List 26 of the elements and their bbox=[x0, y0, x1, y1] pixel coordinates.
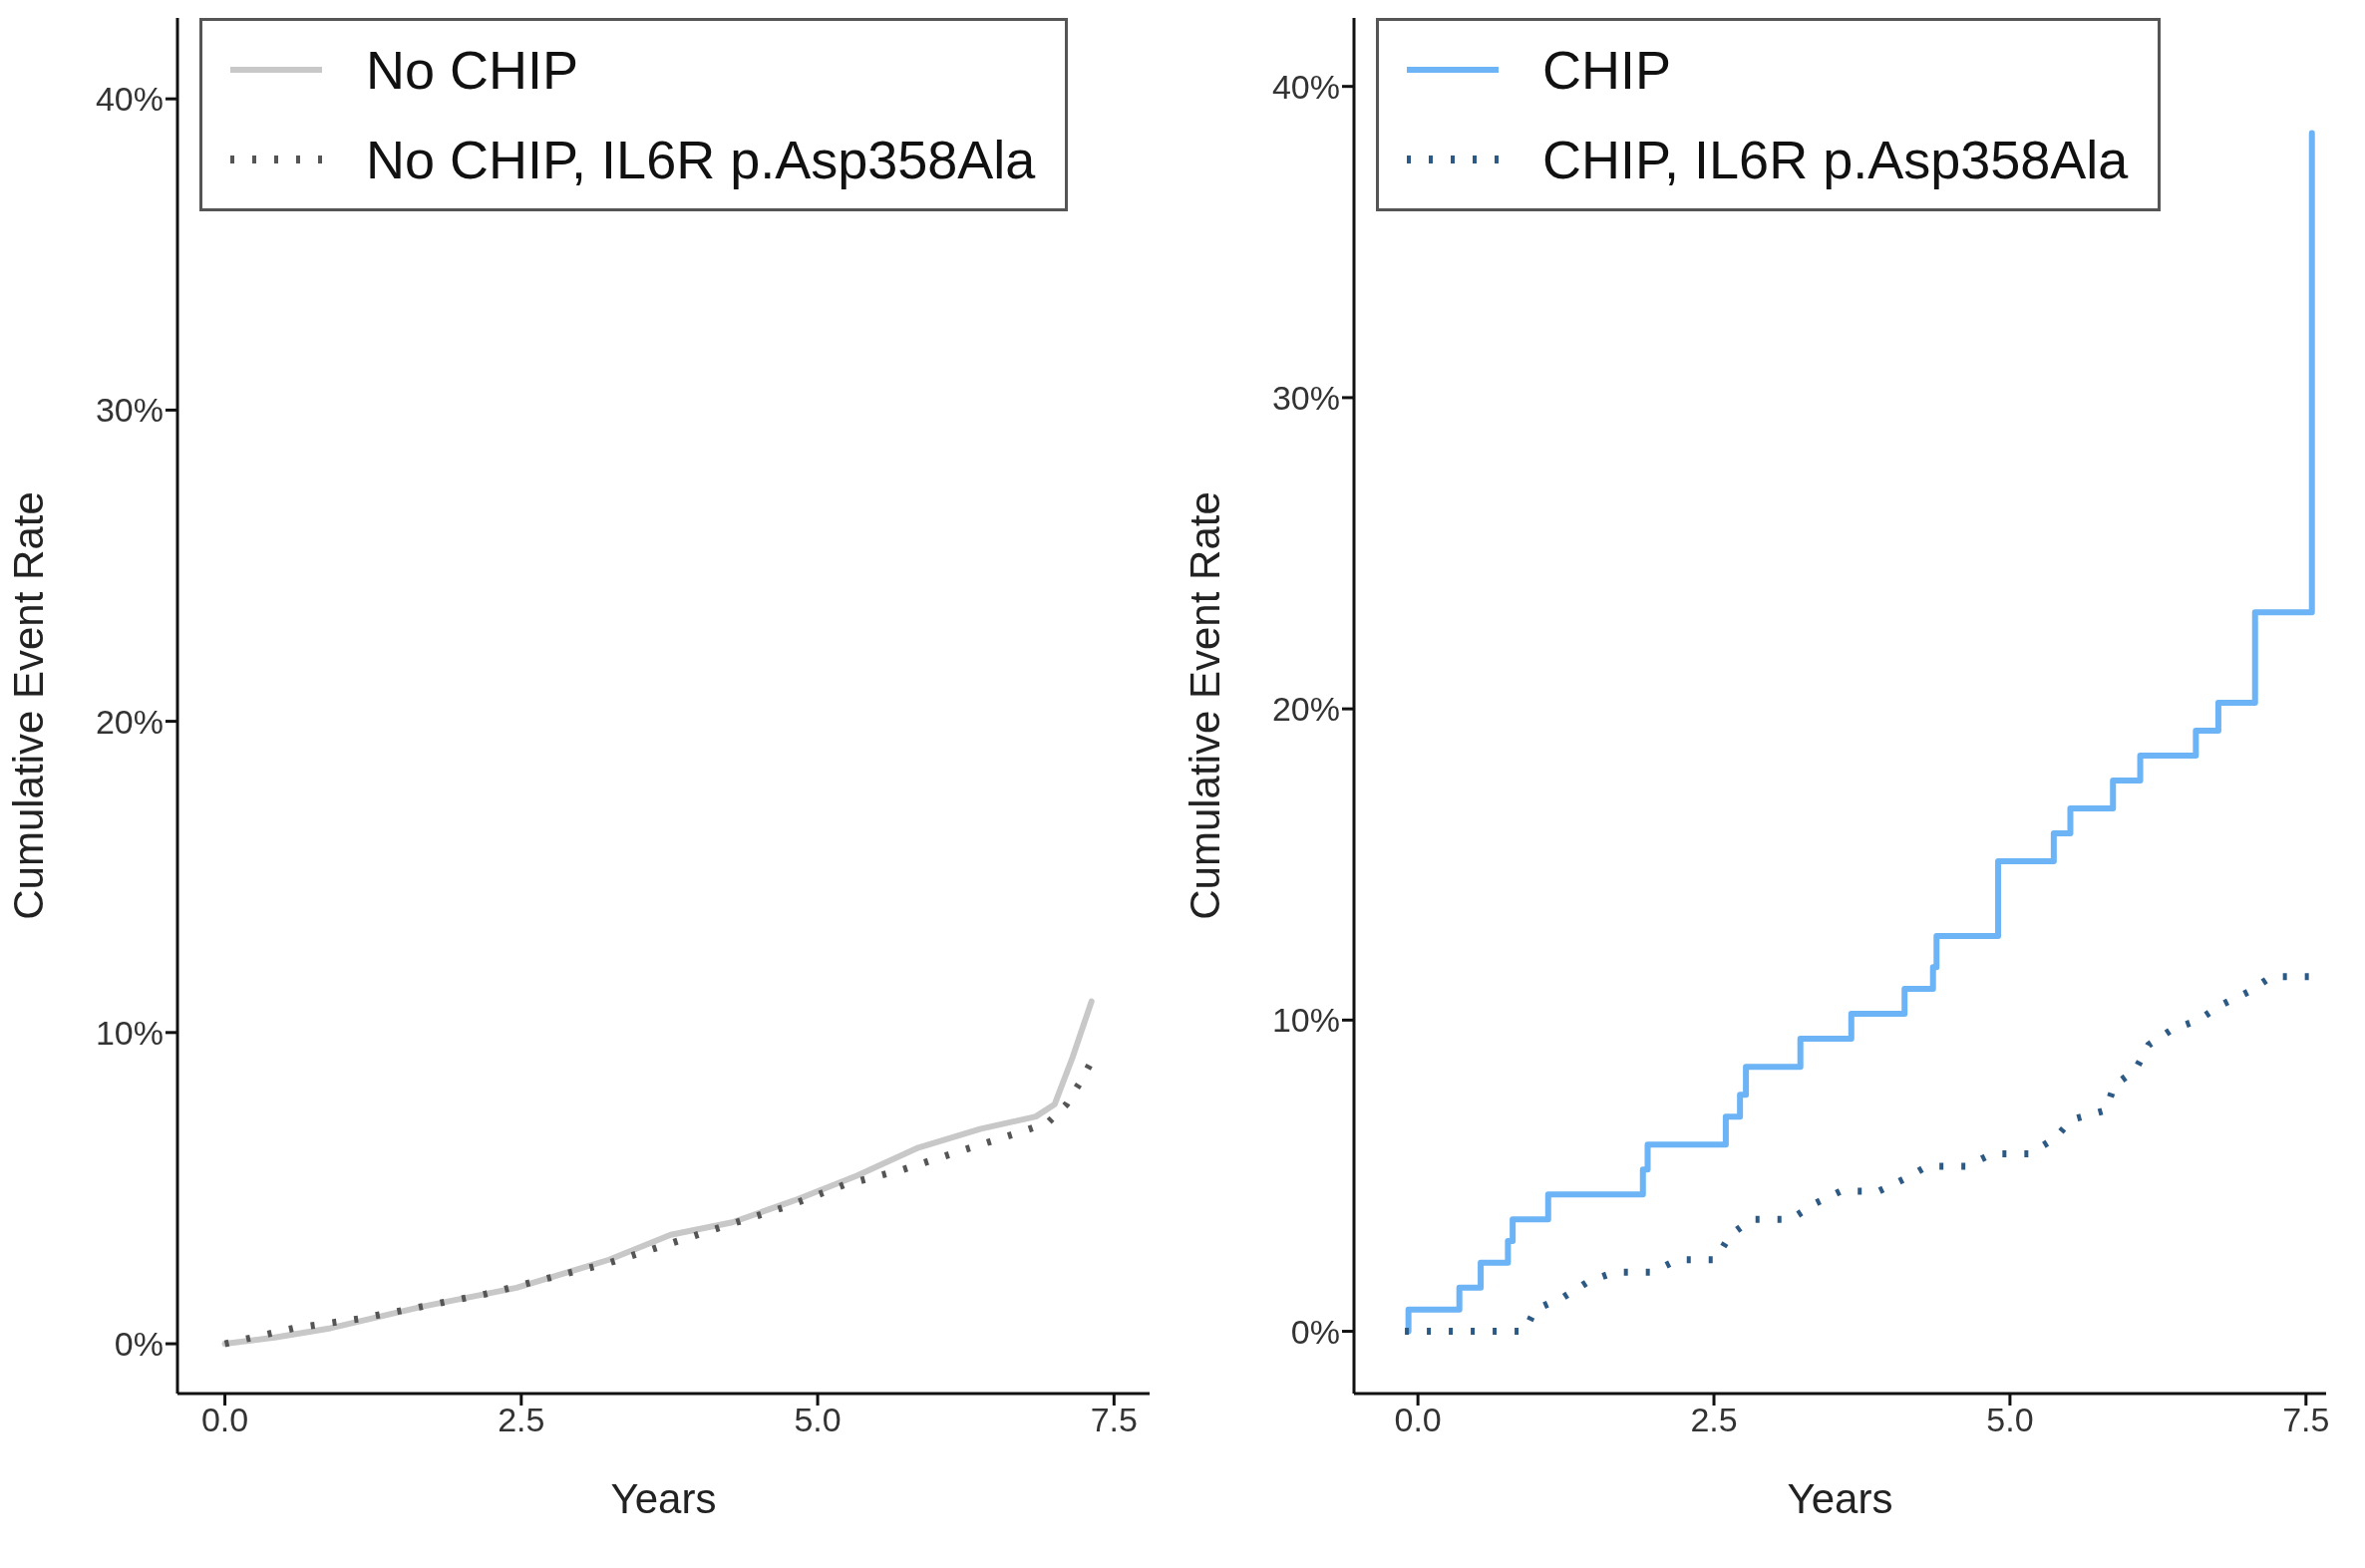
y-axis-title: Cumulative Event Rate bbox=[1181, 491, 1228, 920]
y-tick-label: 20% bbox=[1271, 690, 1340, 729]
y-tick-label: 40% bbox=[95, 80, 164, 119]
y-tick-label: 10% bbox=[1271, 1001, 1340, 1040]
legend-label: CHIP bbox=[1542, 39, 1672, 102]
x-tick-label: 0.0 bbox=[1394, 1401, 1442, 1439]
legend-label: CHIP, IL6R p.Asp358Ala bbox=[1542, 129, 2129, 191]
y-tick-label: 30% bbox=[1271, 378, 1340, 417]
x-axis-title: Years bbox=[610, 1475, 717, 1522]
x-tick-label: 5.0 bbox=[794, 1401, 842, 1439]
legend-label: No CHIP, IL6R p.Asp358Ala bbox=[366, 129, 1036, 191]
x-tick-label: 0.0 bbox=[200, 1401, 249, 1439]
y-tick-label: 40% bbox=[1271, 67, 1340, 106]
y-tick-label: 30% bbox=[95, 391, 164, 430]
y-tick-label: 10% bbox=[95, 1013, 164, 1052]
x-tick-label: 5.0 bbox=[1986, 1401, 2034, 1439]
y-axis-title: Cumulative Event Rate bbox=[4, 491, 52, 920]
x-tick-label: 2.5 bbox=[1690, 1401, 1738, 1439]
y-tick-label: 0% bbox=[114, 1325, 164, 1364]
x-tick-label: 7.5 bbox=[2282, 1401, 2330, 1439]
y-tick-label: 20% bbox=[95, 702, 164, 741]
x-tick-label: 7.5 bbox=[1090, 1401, 1138, 1439]
x-axis-title: Years bbox=[1787, 1475, 1893, 1522]
legend-label: No CHIP bbox=[366, 39, 579, 102]
x-tick-label: 2.5 bbox=[498, 1401, 545, 1439]
y-tick-label: 0% bbox=[1290, 1312, 1340, 1351]
